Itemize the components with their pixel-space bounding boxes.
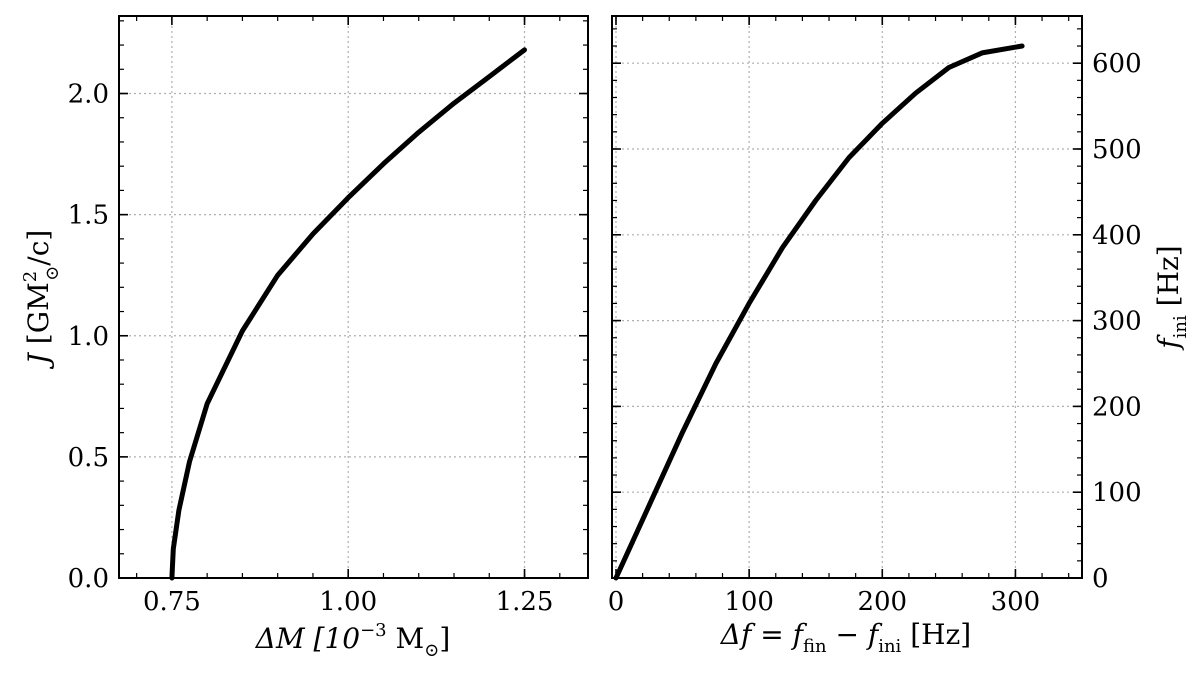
left-y-tick-label: 2.0 (68, 80, 109, 110)
left-major-ticks (119, 16, 588, 579)
left-xlabel-part-2: M (387, 622, 425, 655)
right-y-tick-label: 300 (1092, 307, 1142, 337)
left-y-tick-label: 0.0 (68, 564, 109, 594)
left-xlabel-part-4: ] (439, 622, 450, 655)
left-xlabel-part-0: ΔM [10 (255, 622, 360, 655)
right-ylabel-part-2: [Hz] (1152, 245, 1185, 315)
right-x-axis-label: Δf = ffin − fini [Hz] (720, 618, 971, 657)
right-minor-ticks (612, 16, 1082, 579)
left-y-tick-labels: 0.0 0.5 1.0 1.5 2.0 (68, 80, 109, 594)
right-grid (612, 16, 1082, 579)
left-y-tick-label: 1.0 (68, 322, 109, 352)
right-xlabel-part-0: Δf = f (720, 618, 808, 651)
left-minor-ticks (119, 16, 588, 579)
left-ylabel-part-2: 2 (20, 271, 41, 282)
right-x-tick-label: 200 (857, 587, 907, 617)
left-ylabel-part-1: [GM (22, 282, 55, 353)
right-x-tick-label: 0 (608, 587, 625, 617)
right-y-tick-labels: 0 100 200 300 400 500 600 (1092, 49, 1142, 594)
left-x-tick-labels: 0.75 1.00 1.25 (143, 587, 554, 617)
left-y-axis-label: J [GM2⊙/c] (20, 230, 63, 370)
left-ylabel-part-3: ⊙ (42, 266, 63, 281)
right-series-line (613, 43, 1025, 581)
right-y-axis-label: fini [Hz] (1152, 245, 1191, 350)
right-major-ticks (612, 16, 1082, 579)
left-x-tick-label: 0.75 (143, 587, 201, 617)
right-x-tick-label: 100 (724, 587, 774, 617)
left-x-tick-label: 1.00 (319, 587, 377, 617)
right-plot-frame (611, 15, 1083, 579)
right-x-tick-labels: 0 100 200 300 (608, 587, 1041, 617)
right-ylabel-part-1: ini (1170, 315, 1191, 338)
right-x-tick-label: 300 (991, 587, 1041, 617)
right-xlabel-part-3: ini (878, 636, 901, 657)
right-y-tick-label: 100 (1092, 478, 1142, 508)
left-xlabel-part-3: ⊙ (424, 640, 439, 661)
left-x-tick-label: 1.25 (496, 587, 554, 617)
right-y-tick-label: 500 (1092, 135, 1142, 165)
right-y-tick-label: 0 (1092, 564, 1109, 594)
right-y-tick-label: 600 (1092, 49, 1142, 79)
right-xlabel-part-1: fin (803, 636, 827, 657)
left-xlabel-part-1: −3 (360, 620, 387, 641)
left-y-tick-label: 1.5 (68, 201, 109, 231)
left-x-axis-label: ΔM [10−3 M⊙] (255, 620, 451, 661)
left-ylabel-part-0: J (22, 351, 55, 369)
left-plot-frame (118, 15, 589, 579)
right-xlabel-part-4: [Hz] (901, 618, 971, 651)
right-xlabel-part-2: − f (827, 618, 883, 651)
right-y-tick-label: 400 (1092, 221, 1142, 251)
left-y-tick-label: 0.5 (68, 443, 109, 473)
right-y-tick-label: 200 (1092, 392, 1142, 422)
left-series-line (169, 47, 527, 581)
left-ylabel-part-4: /c] (22, 230, 55, 266)
left-panel: 0.75 1.00 1.25 0.00.51.01.52.0 ΔM [10−3 M⊙… (20, 15, 589, 661)
left-grid (119, 16, 588, 579)
